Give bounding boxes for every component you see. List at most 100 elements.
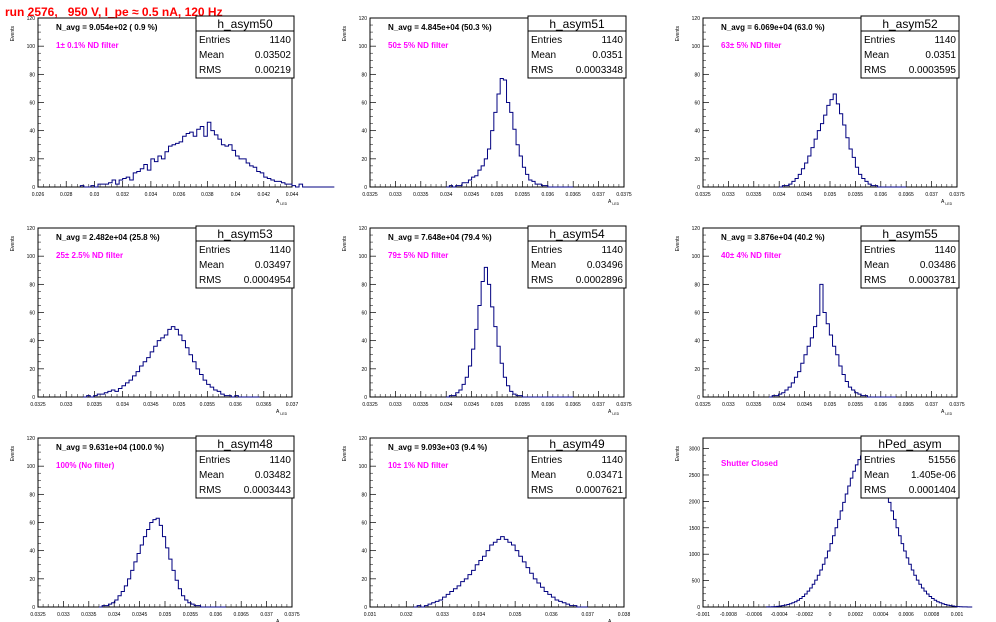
y-tick-label: 100 bbox=[359, 254, 368, 260]
x-tick-label: 0.0325 bbox=[695, 192, 711, 198]
x-tick-label: 0.0345 bbox=[464, 402, 480, 408]
filter-label: 79± 5% ND filter bbox=[388, 251, 448, 260]
y-tick-label: 80 bbox=[29, 72, 35, 78]
y-tick-label: 0 bbox=[364, 395, 367, 401]
y-tick-label: 20 bbox=[361, 157, 367, 163]
n-avg-label: N_avg = 2.482e+04 (25.8 %) bbox=[56, 233, 160, 242]
x-tick-label: 0.0355 bbox=[200, 402, 216, 408]
y-tick-label: 40 bbox=[29, 129, 35, 135]
y-tick-label: 40 bbox=[361, 339, 367, 345]
y-tick-label: 20 bbox=[29, 577, 35, 583]
y-tick-label: 0 bbox=[697, 605, 700, 611]
x-tick-label: 0.037 bbox=[925, 192, 938, 198]
x-axis-label: A LED bbox=[608, 199, 620, 206]
histogram-panel-h_asym50: 0 20 40 60 80 100 120 0.026 0.028 0.03 0.032 0.034 0… bbox=[10, 15, 335, 206]
stats-title: h_asym51 bbox=[549, 17, 605, 31]
stats-value: 0.0007621 bbox=[576, 485, 624, 496]
y-tick-label: 80 bbox=[361, 492, 367, 498]
stats-value: 1140 bbox=[269, 455, 291, 466]
stats-value: 0.03502 bbox=[255, 50, 292, 61]
stats-box bbox=[195, 15, 295, 79]
x-tick-label: 0.0325 bbox=[362, 402, 378, 408]
x-tick-label: 0.035 bbox=[173, 402, 186, 408]
x-axis-label: A LED bbox=[276, 199, 288, 206]
y-tick-label: 40 bbox=[361, 129, 367, 135]
stats-value: 0.03486 bbox=[920, 260, 957, 271]
x-tick-label: 0.0335 bbox=[413, 192, 429, 198]
y-axis-label: Events bbox=[342, 236, 348, 252]
histogram-panel-h_asym55: 0 20 40 60 80 100 120 0.0325 0.033 0.0335 0.034 0.0… bbox=[675, 225, 965, 416]
x-tick-label: 0.037 bbox=[581, 612, 594, 618]
x-tick-label: 0.036 bbox=[173, 192, 186, 198]
y-axis-label: Events bbox=[10, 26, 16, 42]
stats-label: Entries bbox=[864, 245, 895, 256]
stats-value: 1140 bbox=[601, 245, 623, 256]
x-axis-label: A LED bbox=[276, 619, 288, 622]
x-tick-label: 0.0325 bbox=[30, 402, 46, 408]
y-tick-label: 80 bbox=[694, 282, 700, 288]
y-tick-label: 80 bbox=[361, 72, 367, 78]
stats-value: 0.03497 bbox=[255, 260, 292, 271]
y-tick-label: 0 bbox=[364, 185, 367, 191]
y-tick-label: 40 bbox=[29, 549, 35, 555]
y-tick-label: 0 bbox=[697, 395, 700, 401]
y-tick-label: 0 bbox=[32, 395, 35, 401]
stats-title: h_asym53 bbox=[217, 227, 273, 241]
x-tick-label: 0.03 bbox=[90, 192, 100, 198]
y-tick-label: 40 bbox=[694, 339, 700, 345]
x-tick-label: 0.037 bbox=[592, 192, 605, 198]
x-tick-label: 0.035 bbox=[824, 402, 837, 408]
y-tick-label: 20 bbox=[694, 157, 700, 163]
filter-label: Shutter Closed bbox=[721, 459, 778, 468]
stats-value: 0.0001404 bbox=[909, 485, 957, 496]
stats-title: h_asym54 bbox=[549, 227, 605, 241]
histogram-line bbox=[446, 78, 574, 188]
stats-label: Mean bbox=[864, 470, 889, 481]
y-tick-label: 120 bbox=[359, 16, 368, 22]
stats-label: Mean bbox=[199, 260, 224, 271]
y-tick-label: 0 bbox=[32, 605, 35, 611]
stats-title: hPed_asym bbox=[878, 437, 941, 451]
histogram-line bbox=[779, 93, 907, 188]
x-tick-label: 0.035 bbox=[159, 612, 172, 618]
y-tick-label: 120 bbox=[27, 436, 36, 442]
x-tick-label: 0.031 bbox=[364, 612, 377, 618]
y-tick-label: 120 bbox=[27, 226, 36, 232]
x-tick-label: 0.038 bbox=[618, 612, 631, 618]
stats-value: 1140 bbox=[601, 35, 623, 46]
y-tick-label: 60 bbox=[694, 311, 700, 317]
filter-label: 25± 2.5% ND filter bbox=[56, 251, 123, 260]
n-avg-label: N_avg = 6.069e+04 (63.0 %) bbox=[721, 23, 825, 32]
stats-box bbox=[527, 15, 627, 79]
y-axis-label: Events bbox=[675, 26, 681, 42]
y-tick-label: 20 bbox=[361, 577, 367, 583]
stats-title: h_asym48 bbox=[217, 437, 273, 451]
histogram-panel-hPed_asym: 0 500 1000 1500 2000 2500 3000 -0.001 -0.0008 -0.… bbox=[675, 435, 973, 618]
x-tick-label: 0.033 bbox=[389, 192, 402, 198]
histogram-line bbox=[769, 283, 897, 398]
stats-value: 0.0004954 bbox=[244, 275, 292, 286]
n-avg-label: N_avg = 9.054e+02 ( 0.9 %) bbox=[56, 23, 158, 32]
stats-value: 0.00219 bbox=[255, 65, 292, 76]
stats-title: h_asym52 bbox=[882, 17, 938, 31]
filter-label: 63± 5% ND filter bbox=[721, 41, 781, 50]
x-tick-label: 0.0345 bbox=[132, 612, 148, 618]
y-tick-label: 20 bbox=[29, 367, 35, 373]
x-tick-label: 0.0345 bbox=[797, 192, 813, 198]
stats-box bbox=[195, 435, 295, 499]
x-tick-label: 0.034 bbox=[440, 402, 453, 408]
x-tick-label: 0.0365 bbox=[566, 402, 582, 408]
y-tick-label: 40 bbox=[361, 549, 367, 555]
stats-value: 1140 bbox=[601, 455, 623, 466]
x-tick-label: 0.0355 bbox=[515, 192, 531, 198]
stats-title: h_asym50 bbox=[217, 17, 273, 31]
x-tick-label: 0.0355 bbox=[848, 402, 864, 408]
x-tick-label: 0.034 bbox=[773, 192, 786, 198]
x-tick-label: 0.0345 bbox=[464, 192, 480, 198]
x-tick-label: 0.034 bbox=[773, 402, 786, 408]
x-axis-label: A LED bbox=[608, 619, 620, 622]
x-tick-label: 0.033 bbox=[436, 612, 449, 618]
x-tick-label: 0.034 bbox=[108, 612, 121, 618]
y-tick-label: 100 bbox=[27, 44, 36, 50]
y-tick-label: 60 bbox=[361, 311, 367, 317]
